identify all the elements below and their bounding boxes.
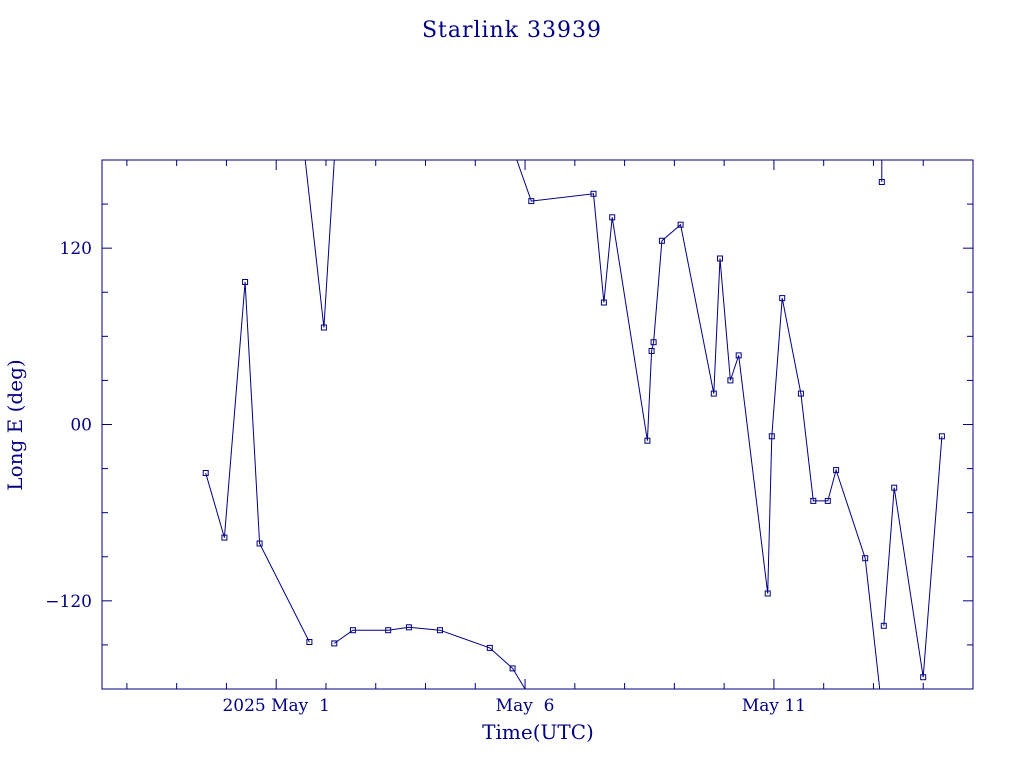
plot-area [202, 159, 945, 690]
data-point [609, 214, 616, 221]
x-axis-label: Time(UTC) [482, 720, 594, 744]
data-point [320, 324, 327, 331]
series-line [883, 436, 943, 678]
data-point [677, 221, 684, 228]
series-line [304, 159, 335, 328]
y-tick-label: 00 [70, 416, 92, 436]
data-point [779, 295, 786, 302]
data-point [717, 255, 723, 262]
x-tick-label: 2025 May 1 [222, 696, 329, 716]
data-point [891, 484, 898, 491]
y-axis-ticks [102, 203, 973, 646]
data-point [650, 339, 657, 346]
x-tick-label: May 6 [496, 696, 555, 716]
data-point [221, 534, 228, 541]
data-point [824, 497, 831, 504]
data-point [768, 433, 775, 440]
data-point [880, 622, 887, 629]
series-line [516, 159, 881, 690]
data-point [735, 352, 742, 359]
data-point [385, 627, 392, 634]
data-point [644, 437, 651, 444]
series-0 [202, 279, 313, 645]
series-5 [880, 433, 945, 681]
data-point [405, 624, 412, 631]
series-line [334, 626, 526, 690]
data-point [331, 640, 338, 647]
data-point [528, 198, 535, 205]
data-point [648, 348, 655, 354]
series-2 [331, 624, 526, 690]
chart-title: Starlink 33939 [422, 18, 602, 43]
series-3 [516, 159, 881, 690]
data-point [727, 377, 734, 384]
data-point [920, 674, 927, 681]
data-point [242, 279, 249, 285]
data-point [349, 627, 356, 634]
data-point [486, 644, 493, 651]
series-line [205, 281, 310, 643]
data-point [600, 299, 607, 306]
x-tick-labels: 2025 May 1 May 6 May 11 [222, 696, 806, 716]
data-point [810, 497, 817, 504]
data-point [833, 467, 840, 474]
data-point [862, 555, 869, 562]
y-tick-label: −120 [45, 592, 92, 612]
data-point [878, 179, 885, 185]
data-point [938, 433, 945, 440]
y-tick-labels: 120 00 −120 [45, 239, 92, 612]
y-tick-label: 120 [60, 239, 92, 259]
x-tick-label: May 11 [742, 696, 806, 716]
plot-frame [101, 159, 974, 690]
data-point [590, 190, 597, 197]
data-point [658, 237, 665, 244]
series-4 [878, 160, 885, 185]
data-point [710, 390, 717, 397]
data-point [202, 470, 209, 476]
series-1 [304, 159, 335, 331]
data-point [256, 540, 263, 547]
data-point [306, 639, 313, 645]
data-point [437, 627, 443, 634]
data-point [764, 590, 771, 597]
data-point [509, 665, 516, 672]
y-axis-label: Long E (deg) [3, 359, 27, 490]
data-point [797, 390, 804, 397]
x-axis-ticks [126, 160, 924, 689]
